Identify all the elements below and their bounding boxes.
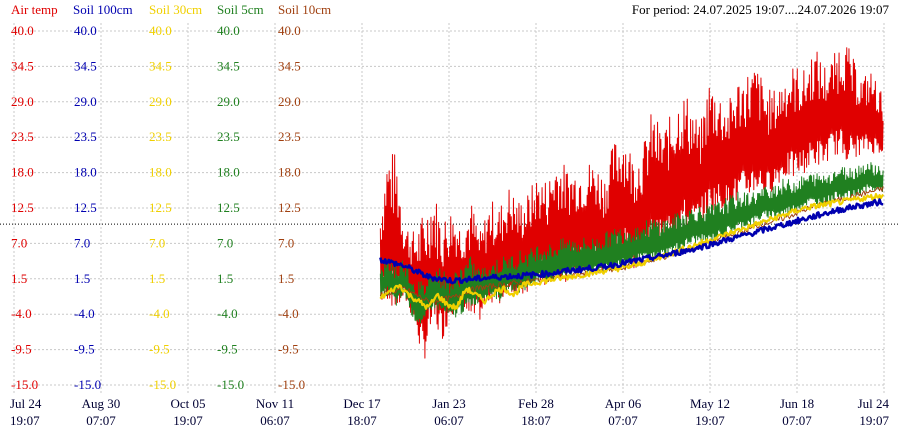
y-tick-air-temp: -4.0 — [11, 306, 32, 321]
y-tick-soil-100cm: -4.0 — [74, 306, 95, 321]
y-tick-soil-100cm: 34.5 — [74, 58, 97, 73]
series-soil-30cm — [379, 192, 885, 311]
x-tick-date: Apr 06 — [605, 396, 642, 411]
y-tick-soil-30cm: 12.5 — [149, 200, 172, 215]
y-tick-soil-30cm: 29.0 — [149, 94, 172, 109]
x-tick-time: 07:07 — [86, 413, 116, 428]
x-tick-date: Jan 23 — [432, 396, 466, 411]
y-tick-soil-100cm: 1.5 — [74, 271, 90, 286]
x-tick-time: 07:07 — [608, 413, 638, 428]
legend-soil-100cm: Soil 100cm — [73, 2, 133, 17]
x-tick-date: Jul 24 — [10, 396, 42, 411]
x-tick-date: Feb 28 — [518, 396, 554, 411]
y-tick-soil-30cm: 40.0 — [149, 23, 172, 38]
y-tick-air-temp: -9.5 — [11, 342, 32, 357]
y-tick-soil-100cm: 18.0 — [74, 165, 97, 180]
legend: Air temp Soil 100cm Soil 30cm Soil 5cm S… — [11, 2, 331, 17]
x-tick-date: Oct 05 — [170, 396, 205, 411]
plot-series — [379, 47, 885, 359]
y-tick-soil-10cm: -4.0 — [278, 306, 299, 321]
y-axis-labels: 40.0 34.5 29.0 23.5 18.0 12.5 7.0 1.5 -4.0 -9.5 -1… — [11, 23, 305, 392]
y-tick-soil-30cm: -4.0 — [149, 306, 170, 321]
legend-soil-30cm: Soil 30cm — [149, 2, 202, 17]
x-tick-time: 18:07 — [521, 413, 551, 428]
y-tick-air-temp: 18.0 — [11, 165, 34, 180]
y-tick-soil-5cm: -15.0 — [217, 377, 244, 392]
y-tick-soil-10cm: 1.5 — [278, 271, 294, 286]
y-tick-soil-10cm: 7.0 — [278, 235, 294, 250]
y-tick-soil-10cm: 12.5 — [278, 200, 301, 215]
y-tick-soil-100cm: 7.0 — [74, 235, 90, 250]
y-tick-soil-30cm: 23.5 — [149, 129, 172, 144]
y-tick-air-temp: 40.0 — [11, 23, 34, 38]
y-tick-soil-5cm: 12.5 — [217, 200, 240, 215]
y-tick-soil-30cm: 7.0 — [149, 235, 165, 250]
y-tick-soil-5cm: 34.5 — [217, 58, 240, 73]
y-tick-soil-30cm: 1.5 — [149, 271, 165, 286]
legend-soil-10cm: Soil 10cm — [278, 2, 331, 17]
period-label: For period: 24.07.2025 19:07....24.07.20… — [632, 2, 890, 17]
y-tick-soil-100cm: -9.5 — [74, 342, 95, 357]
legend-soil-5cm: Soil 5cm — [217, 2, 264, 17]
x-tick-time: 18:07 — [347, 413, 377, 428]
y-tick-air-temp: 1.5 — [11, 271, 27, 286]
y-tick-air-temp: 7.0 — [11, 235, 27, 250]
y-tick-soil-100cm: 23.5 — [74, 129, 97, 144]
x-tick-time: 06:07 — [434, 413, 464, 428]
y-tick-soil-10cm: 18.0 — [278, 165, 301, 180]
y-tick-soil-5cm: 23.5 — [217, 129, 240, 144]
y-tick-soil-10cm: -9.5 — [278, 342, 299, 357]
y-tick-soil-10cm: 34.5 — [278, 58, 301, 73]
y-tick-soil-30cm: -9.5 — [149, 342, 170, 357]
y-tick-soil-10cm: -15.0 — [278, 377, 305, 392]
y-tick-air-temp: 23.5 — [11, 129, 34, 144]
y-tick-soil-10cm: 40.0 — [278, 23, 301, 38]
series-soil-5cm — [379, 162, 884, 324]
y-tick-soil-100cm: -15.0 — [74, 377, 101, 392]
x-tick-time: 19:07 — [10, 413, 40, 428]
y-tick-soil-100cm: 12.5 — [74, 200, 97, 215]
x-tick-date: Dec 17 — [343, 396, 381, 411]
x-tick-time: 07:07 — [782, 413, 812, 428]
y-tick-soil-5cm: 40.0 — [217, 23, 240, 38]
y-tick-soil-100cm: 29.0 — [74, 94, 97, 109]
y-tick-soil-30cm: -15.0 — [149, 377, 176, 392]
y-tick-soil-10cm: 29.0 — [278, 94, 301, 109]
y-tick-air-temp: 12.5 — [11, 200, 34, 215]
y-tick-soil-30cm: 18.0 — [149, 165, 172, 180]
series-soil-100cm — [379, 198, 884, 285]
y-tick-soil-5cm: 18.0 — [217, 165, 240, 180]
x-axis-labels: Jul 24 19:07 Aug 30 07:07 Oct 05 19:07 Nov 11 0… — [10, 396, 889, 428]
y-tick-soil-5cm: -9.5 — [217, 342, 238, 357]
y-tick-air-temp: 29.0 — [11, 94, 34, 109]
x-tick-time: 19:07 — [695, 413, 725, 428]
y-tick-soil-5cm: 29.0 — [217, 94, 240, 109]
y-tick-soil-100cm: 40.0 — [74, 23, 97, 38]
legend-air-temp: Air temp — [11, 2, 58, 17]
x-tick-date: Jun 18 — [780, 396, 814, 411]
x-tick-time: 19:07 — [173, 413, 203, 428]
x-tick-date: Nov 11 — [256, 396, 294, 411]
y-tick-air-temp: 34.5 — [11, 58, 34, 73]
y-tick-air-temp: -15.0 — [11, 377, 38, 392]
y-tick-soil-5cm: 1.5 — [217, 271, 233, 286]
x-tick-date: Jul 24 — [858, 396, 890, 411]
y-tick-soil-10cm: 23.5 — [278, 129, 301, 144]
y-tick-soil-5cm: 7.0 — [217, 235, 233, 250]
x-tick-date: May 12 — [690, 396, 730, 411]
y-tick-soil-30cm: 34.5 — [149, 58, 172, 73]
y-tick-soil-5cm: -4.0 — [217, 306, 238, 321]
x-tick-date: Aug 30 — [82, 396, 121, 411]
x-tick-time: 19:07 — [859, 413, 889, 428]
x-tick-time: 06:07 — [260, 413, 290, 428]
